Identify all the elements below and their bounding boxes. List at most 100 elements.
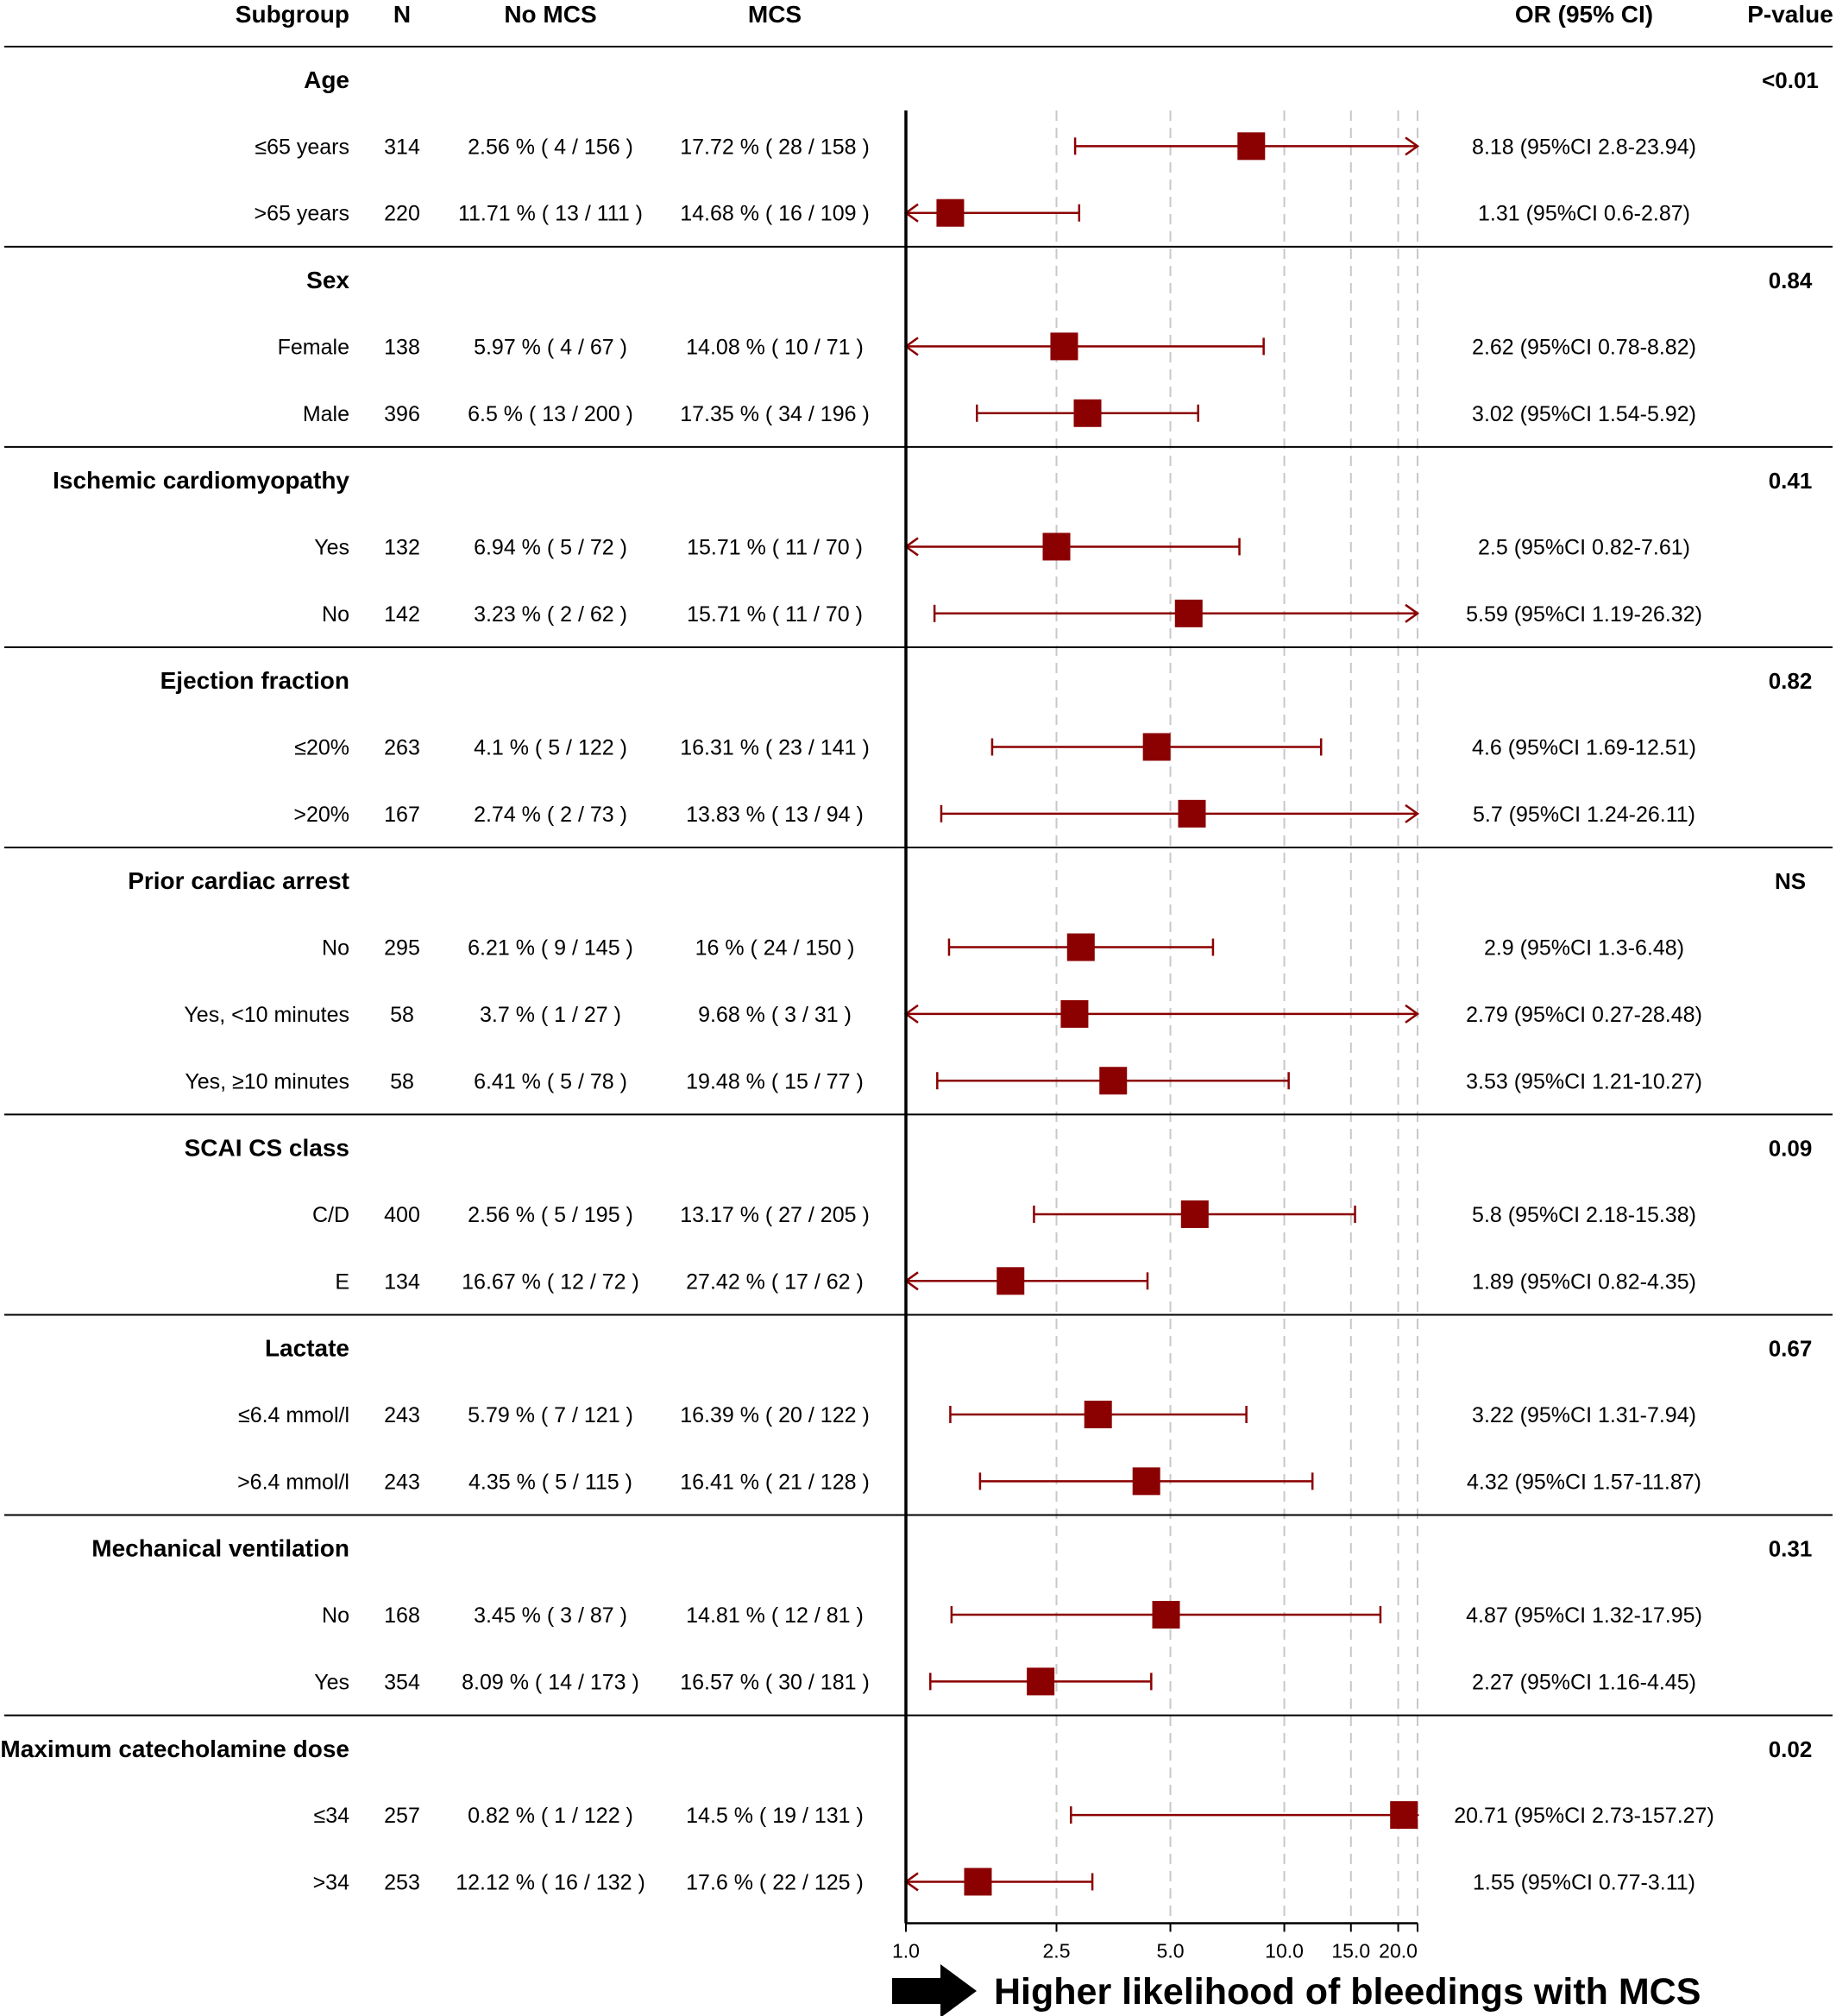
row-or-text: 5.7 (95%CI 1.24-26.11) <box>1473 803 1695 827</box>
header-n: N <box>393 1 411 28</box>
row-or-text: 5.8 (95%CI 2.18-15.38) <box>1472 1203 1696 1227</box>
caption-text: Higher likelihood of bleedings with MCS <box>994 1971 1701 2013</box>
or-marker <box>1060 999 1089 1028</box>
x-tick-label: 2.5 <box>1043 1939 1071 1962</box>
ci-arrow-right <box>1405 136 1420 156</box>
group-pvalue: 0.84 <box>1769 268 1813 293</box>
row-n: 243 <box>384 1470 420 1494</box>
or-marker <box>1073 399 1102 427</box>
row-or-text: 3.53 (95%CI 1.21-10.27) <box>1466 1069 1702 1093</box>
row-mcs: 19.48 % ( 15 / 77 ) <box>686 1069 864 1093</box>
row-mcs: 14.08 % ( 10 / 71 ) <box>686 335 864 359</box>
row-label: Yes, ≥10 minutes <box>185 1069 349 1093</box>
row-no-mcs: 4.35 % ( 5 / 115 ) <box>468 1470 632 1494</box>
ci-arrow-right <box>1405 603 1420 623</box>
group-label: Age <box>304 66 349 93</box>
or-marker <box>964 1868 992 1896</box>
row-n: 314 <box>384 135 420 159</box>
group-label: Ejection fraction <box>160 667 349 694</box>
row-n: 400 <box>384 1203 420 1227</box>
row-mcs: 13.83 % ( 13 / 94 ) <box>686 803 864 827</box>
group-label: Ischemic cardiomyopathy <box>53 467 349 494</box>
row-mcs: 15.71 % ( 11 / 70 ) <box>687 602 863 627</box>
row-mcs: 17.35 % ( 34 / 196 ) <box>680 402 870 426</box>
x-tick-label: 1.0 <box>892 1939 920 1962</box>
row-no-mcs: 6.5 % ( 13 / 200 ) <box>468 402 633 426</box>
row-or-text: 2.5 (95%CI 0.82-7.61) <box>1478 535 1690 559</box>
row-or-text: 4.87 (95%CI 1.32-17.95) <box>1466 1603 1702 1628</box>
row-no-mcs: 3.7 % ( 1 / 27 ) <box>480 1003 621 1027</box>
forest-marks <box>903 132 1420 1896</box>
row-or-text: 1.55 (95%CI 0.77-3.11) <box>1473 1870 1695 1894</box>
row-mcs: 17.72 % ( 28 / 158 ) <box>680 135 870 159</box>
group-label: SCAI CS class <box>185 1135 349 1162</box>
right-arrow-icon <box>892 1964 977 2016</box>
row-n: 134 <box>384 1269 420 1294</box>
header-or: OR (95% CI) <box>1515 1 1653 28</box>
row-no-mcs: 12.12 % ( 16 / 132 ) <box>456 1870 645 1894</box>
group-pvalue: 0.31 <box>1769 1536 1813 1562</box>
row-or-text: 1.89 (95%CI 0.82-4.35) <box>1472 1269 1696 1294</box>
row-mcs: 16.39 % ( 20 / 122 ) <box>680 1403 870 1427</box>
row-n: 58 <box>390 1003 414 1027</box>
row-label: Female <box>278 335 349 359</box>
or-marker <box>936 198 965 227</box>
row-n: 295 <box>384 936 420 961</box>
row-n: 58 <box>390 1069 414 1093</box>
row-n: 132 <box>384 535 420 559</box>
row-label: No <box>322 936 349 961</box>
row-label: Yes <box>314 1670 349 1694</box>
row-label: Yes <box>314 535 349 559</box>
row-label: >65 years <box>255 202 350 226</box>
row-no-mcs: 2.74 % ( 2 / 73 ) <box>474 803 627 827</box>
row-label: ≤65 years <box>255 135 349 159</box>
row-or-text: 3.02 (95%CI 1.54-5.92) <box>1472 402 1696 426</box>
row-no-mcs: 6.94 % ( 5 / 72 ) <box>474 535 627 559</box>
group-pvalue: 0.41 <box>1769 468 1813 494</box>
row-no-mcs: 16.67 % ( 12 / 72 ) <box>462 1269 639 1294</box>
or-marker <box>1099 1067 1128 1095</box>
or-marker <box>1066 933 1095 961</box>
row-mcs: 27.42 % ( 17 / 62 ) <box>686 1269 864 1294</box>
or-marker <box>1027 1667 1055 1696</box>
row-no-mcs: 6.21 % ( 9 / 145 ) <box>468 936 633 961</box>
row-label: ≤6.4 mmol/l <box>238 1403 349 1427</box>
row-label: >6.4 mmol/l <box>237 1470 349 1494</box>
row-n: 257 <box>384 1804 420 1828</box>
row-or-text: 2.9 (95%CI 1.3-6.48) <box>1484 936 1684 961</box>
group-label: Lactate <box>265 1335 349 1362</box>
group-pvalue: 0.82 <box>1769 668 1813 694</box>
row-label: Male <box>303 402 349 426</box>
row-mcs: 14.5 % ( 19 / 131 ) <box>686 1804 864 1828</box>
row-no-mcs: 4.1 % ( 5 / 122 ) <box>474 736 627 760</box>
or-marker <box>1084 1401 1112 1428</box>
row-n: 167 <box>384 803 420 827</box>
x-tick-label: 20.0 <box>1379 1939 1418 1962</box>
or-marker <box>1042 532 1071 561</box>
row-label: >34 <box>313 1870 350 1894</box>
row-n: 253 <box>384 1870 420 1894</box>
caption-group: Higher likelihood of bleedings with MCS <box>892 1964 1701 2016</box>
or-marker <box>1390 1801 1418 1830</box>
x-tick-label: 10.0 <box>1265 1939 1304 1962</box>
row-mcs: 16.57 % ( 30 / 181 ) <box>680 1670 870 1694</box>
row-no-mcs: 2.56 % ( 5 / 195 ) <box>468 1203 633 1227</box>
group-pvalue: NS <box>1775 868 1806 894</box>
row-or-text: 2.79 (95%CI 0.27-28.48) <box>1466 1003 1702 1027</box>
group-label: Sex <box>306 267 349 293</box>
row-no-mcs: 0.82 % ( 1 / 122 ) <box>468 1804 633 1828</box>
row-mcs: 13.17 % ( 27 / 205 ) <box>680 1203 870 1227</box>
row-label: >20% <box>293 803 349 827</box>
row-or-text: 5.59 (95%CI 1.19-26.32) <box>1466 602 1702 627</box>
row-n: 243 <box>384 1403 420 1427</box>
row-no-mcs: 6.41 % ( 5 / 78 ) <box>474 1069 627 1093</box>
or-marker <box>1142 733 1171 761</box>
row-or-text: 2.27 (95%CI 1.16-4.45) <box>1472 1670 1696 1694</box>
group-label: Maximum catecholamine dose <box>0 1736 349 1762</box>
or-marker <box>1178 799 1206 828</box>
header-mcs: MCS <box>748 1 802 28</box>
or-marker <box>1180 1200 1209 1228</box>
table-rows: Age <0.01 ≤65 years 314 2.56 % ( 4 / 156 ) 17… <box>0 46 1833 1894</box>
row-mcs: 16.31 % ( 23 / 141 ) <box>680 736 870 760</box>
